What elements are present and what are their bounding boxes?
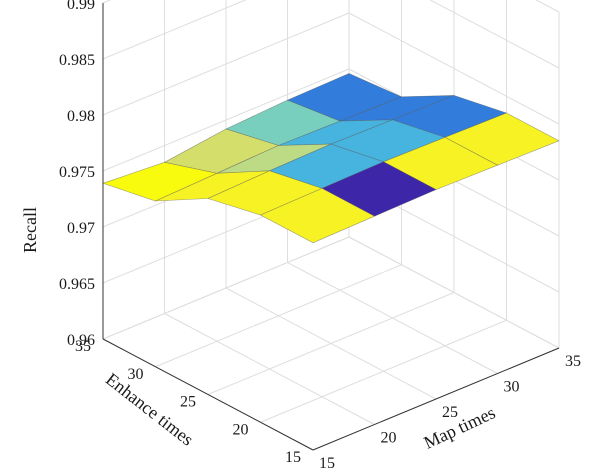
recall-surface [102,73,560,244]
chart-axes [102,3,560,451]
z-tick-label: 0.96 [67,332,95,349]
y-tick-label: 30 [128,366,144,383]
x-tick-label: 20 [381,430,397,447]
z-axis-label: Recall [20,207,40,253]
z-tick-label: 0.99 [67,0,95,13]
y-axis-line [102,338,314,451]
grid-line [260,319,507,423]
x-tick-label: 35 [565,353,581,370]
x-tick-label: 15 [319,455,335,472]
x-tick-label: 25 [442,404,458,421]
x-axis-line [312,347,560,451]
z-tick-label: 0.975 [59,164,95,181]
y-tick-label: 20 [233,421,249,438]
z-tick-label: 0.98 [67,108,95,125]
grid-line [102,68,350,172]
grid-line [207,292,455,395]
surface-cell [259,188,376,244]
z-tick-label: 0.965 [59,276,95,293]
y-tick-label: 35 [75,338,91,355]
grid-line [348,12,560,125]
grid-line [429,0,560,69]
grid-line [102,0,247,60]
z-tick-label: 0.985 [59,52,95,69]
z-tick-label: 0.97 [67,220,95,237]
tick-labels: 0.96 0.965 0.97 0.975 0.98 0.985 0.99 15 20 25 30 3… [59,0,581,472]
x-tick-label: 30 [504,379,520,396]
y-tick-label: 25 [180,394,196,411]
grid-line [102,12,350,116]
grid-line [102,236,350,340]
grid-line [155,264,402,368]
y-tick-label: 15 [285,449,301,466]
x-axis-label: Map times [421,402,499,452]
